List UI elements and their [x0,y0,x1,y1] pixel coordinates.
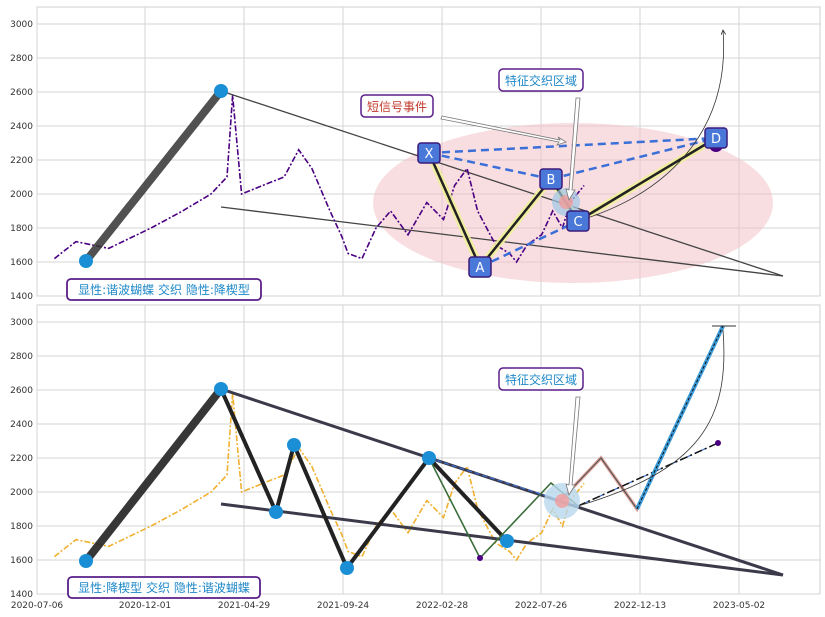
x-tick-label: 2020-07-06 [11,601,64,611]
zone-label-top: 特征交织区域 [505,73,577,88]
y-tick-label: 1600 [10,556,33,566]
impulse-leg-bottom [82,386,225,564]
bd-dashed [550,136,717,181]
projection-dashdot [577,442,719,507]
y-tick-label: 2800 [10,352,33,362]
y-tick-label: 2000 [10,488,33,498]
pattern-type-label-top: 显性:谐波蝴蝶 交织 隐性:降楔型 [78,282,250,297]
y-tick-label: 1800 [10,522,33,532]
point-b-box: B [539,168,563,190]
y-tick-label: 2600 [10,88,33,98]
bottom-grid [36,305,820,595]
y-tick-label: 3000 [10,318,33,328]
short-signal-arrow [440,115,567,146]
y-tick-label: 1400 [10,590,33,600]
marker-start [79,254,93,268]
y-tick-label: 2000 [10,190,33,200]
point-b-label: B [547,173,556,188]
wedge-marker-4 [287,438,301,452]
marker-peak [214,84,228,98]
bottom-y-tick-labels: 1400 1600 1800 2000 2200 2400 2600 2800 3000 [10,318,33,600]
y-tick-label: 2200 [10,156,33,166]
y-tick-label: 2200 [10,454,33,464]
point-a-label: A [476,261,485,276]
ac-dashed [479,219,579,269]
projection-curve [577,30,724,222]
zone-arrow-bottom [565,396,581,497]
short-signal-box [360,94,434,118]
point-x-label: X [425,147,434,162]
xb-dashed [428,151,552,181]
x-tick-label: 2023-05-02 [713,601,765,611]
zone-label-box-bottom [498,367,584,391]
point-d-box: D [704,127,728,149]
y-tick-label: 2600 [10,386,33,396]
harmonic-point-a [477,555,483,561]
y-tick-label: 1400 [10,292,33,302]
wedge-marker-5 [340,561,354,575]
x-tick-label: 2022-02-28 [416,601,469,611]
top-y-tick-labels: 1400 1600 1800 2000 2200 2400 2600 2800 3000 [10,20,33,302]
bottom-panel: 1400 1600 1800 2000 2200 2400 2600 2800 3000 [10,304,821,600]
zone-arrow-top [565,97,581,202]
bottom-plot-area [36,304,821,595]
y-tick-label: 1600 [10,258,33,268]
pattern-type-box-bottom [67,576,261,599]
y-tick-label: 2800 [10,54,33,64]
wedge-marker-1 [79,554,93,568]
x-tick-label: 2021-04-29 [218,601,271,611]
zone-label-bottom: 特征交织区域 [505,372,577,387]
x-tick-label: 2021-09-24 [317,601,370,611]
wedge-marker-2 [214,382,228,396]
point-d-label: D [711,132,721,147]
wedge-marker-6 [422,451,436,465]
wedge-zigzag [219,388,509,572]
x-tick-label: 2020-12-01 [119,601,171,611]
x-tick-label: 2022-07-26 [515,601,568,611]
point-c-box: C [566,210,590,232]
wedge-marker-7 [500,534,514,548]
top-panel: 1400 1600 1800 2000 2200 2400 2600 2800 3000 [10,6,821,302]
x-tick-label: 2022-12-13 [614,601,666,611]
harmonic-point-d [715,440,721,446]
y-tick-label: 1800 [10,224,33,234]
y-tick-label: 3000 [10,20,33,30]
impulse-leg [82,88,225,264]
point-a-box: A [468,256,492,278]
point-c-label: C [573,215,582,230]
zone-label-box-top [498,68,584,92]
pattern-type-box-top [66,278,262,301]
x-tick-labels: 2020-07-06 2020-12-01 2021-04-29 2021-09-24… [11,601,765,611]
pattern-type-label-bottom: 显性:降楔型 交织 隐性:谐波蝴蝶 [78,580,250,595]
short-signal-label: 短信号事件 [367,100,427,114]
wedge-marker-3 [269,505,283,519]
top-grid [36,7,820,297]
forecast-curve [577,329,725,507]
wedge-upper-line [220,90,784,277]
y-tick-label: 2400 [10,420,33,430]
forecast-breakout [636,325,724,510]
point-x-box: X [417,142,441,164]
signal-core-bottom [555,494,569,508]
y-tick-label: 2400 [10,122,33,132]
